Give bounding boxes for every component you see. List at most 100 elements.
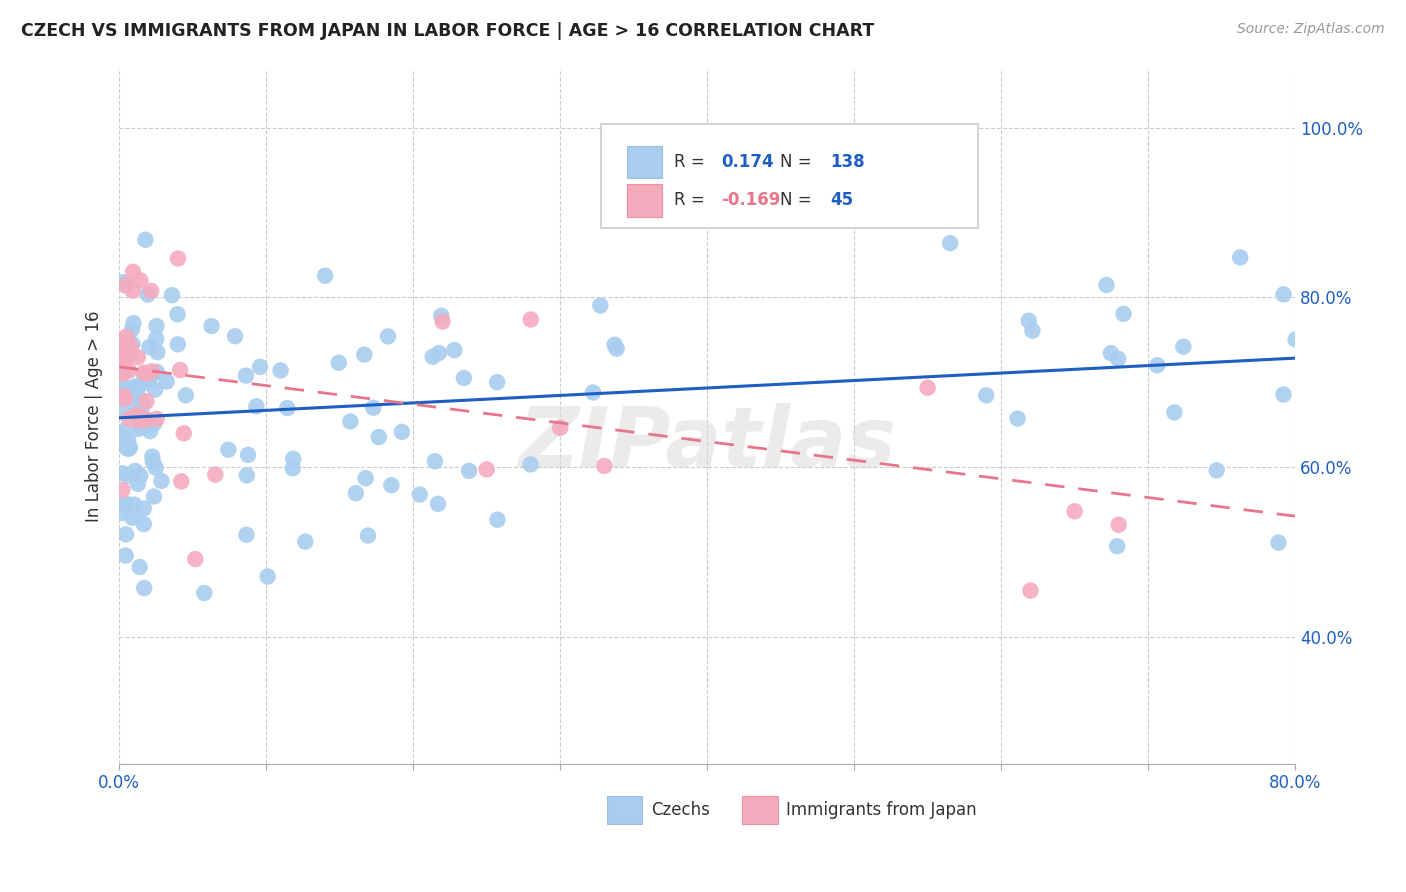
Bar: [627, 145, 662, 178]
Point: [111, 353, 134, 368]
Point: [1021, 324, 1043, 338]
Point: [519, 458, 541, 472]
Point: [121, 284, 143, 298]
Point: [363, 401, 385, 415]
Point: [422, 350, 444, 364]
Point: [606, 342, 628, 356]
Point: [110, 335, 132, 350]
Point: [582, 385, 605, 400]
Point: [1107, 351, 1129, 366]
Point: [129, 410, 152, 425]
Point: [486, 375, 509, 389]
Point: [339, 415, 361, 429]
Point: [367, 430, 389, 444]
Point: [122, 498, 145, 512]
Point: [132, 366, 155, 380]
Point: [170, 475, 193, 489]
Point: [117, 468, 139, 483]
Point: [1285, 333, 1308, 347]
Point: [156, 375, 179, 389]
Point: [353, 348, 375, 362]
Point: [939, 236, 962, 251]
Point: [143, 417, 166, 431]
Point: [114, 549, 136, 563]
Point: [110, 499, 132, 513]
Text: 45: 45: [831, 192, 853, 210]
Point: [138, 368, 160, 383]
Point: [1112, 307, 1135, 321]
Point: [145, 460, 167, 475]
Point: [1302, 308, 1324, 322]
Point: [111, 483, 134, 497]
Point: [236, 468, 259, 483]
Point: [409, 487, 432, 501]
Point: [520, 312, 543, 326]
Point: [127, 477, 149, 491]
Point: [589, 299, 612, 313]
Point: [115, 277, 138, 292]
Point: [110, 428, 132, 442]
Point: [1063, 504, 1085, 518]
Point: [129, 419, 152, 434]
Point: [129, 468, 152, 483]
Point: [138, 372, 160, 386]
Point: [160, 288, 183, 302]
Point: [167, 252, 190, 266]
Point: [112, 389, 135, 403]
Point: [426, 497, 449, 511]
Point: [139, 424, 162, 438]
Bar: [607, 797, 643, 824]
Point: [974, 388, 997, 402]
Point: [453, 371, 475, 385]
Point: [1099, 346, 1122, 360]
Point: [294, 534, 316, 549]
Text: Source: ZipAtlas.com: Source: ZipAtlas.com: [1237, 22, 1385, 37]
Point: [121, 322, 143, 336]
Text: Czechs: Czechs: [651, 801, 710, 819]
Point: [141, 284, 163, 298]
Point: [166, 337, 188, 351]
Text: 138: 138: [831, 153, 865, 170]
Point: [377, 329, 399, 343]
Point: [136, 287, 159, 301]
Point: [357, 528, 380, 542]
Point: [1205, 463, 1227, 477]
Point: [150, 474, 173, 488]
Point: [141, 367, 163, 381]
Point: [344, 486, 367, 500]
Point: [281, 461, 304, 475]
Point: [112, 345, 135, 359]
Point: [1095, 278, 1118, 293]
Text: -0.169: -0.169: [721, 192, 780, 210]
Point: [1018, 314, 1040, 328]
Text: R =: R =: [675, 153, 710, 170]
Point: [1108, 517, 1130, 532]
Point: [270, 363, 292, 377]
Point: [112, 424, 135, 438]
Text: N =: N =: [780, 192, 817, 210]
Point: [245, 400, 267, 414]
Bar: [627, 185, 662, 217]
Point: [132, 376, 155, 391]
Point: [1007, 411, 1029, 425]
Point: [135, 394, 157, 409]
Point: [124, 464, 146, 478]
Point: [328, 356, 350, 370]
Point: [132, 398, 155, 412]
Point: [135, 367, 157, 381]
Point: [134, 368, 156, 383]
Text: N =: N =: [780, 153, 817, 170]
Point: [145, 365, 167, 379]
Point: [142, 454, 165, 468]
Point: [128, 560, 150, 574]
Point: [118, 347, 141, 361]
Point: [1267, 535, 1289, 549]
Point: [145, 412, 167, 426]
Point: [115, 385, 138, 400]
Text: R =: R =: [675, 192, 710, 210]
Point: [115, 341, 138, 355]
Point: [134, 411, 156, 425]
Point: [141, 364, 163, 378]
Point: [432, 315, 454, 329]
Point: [121, 390, 143, 404]
